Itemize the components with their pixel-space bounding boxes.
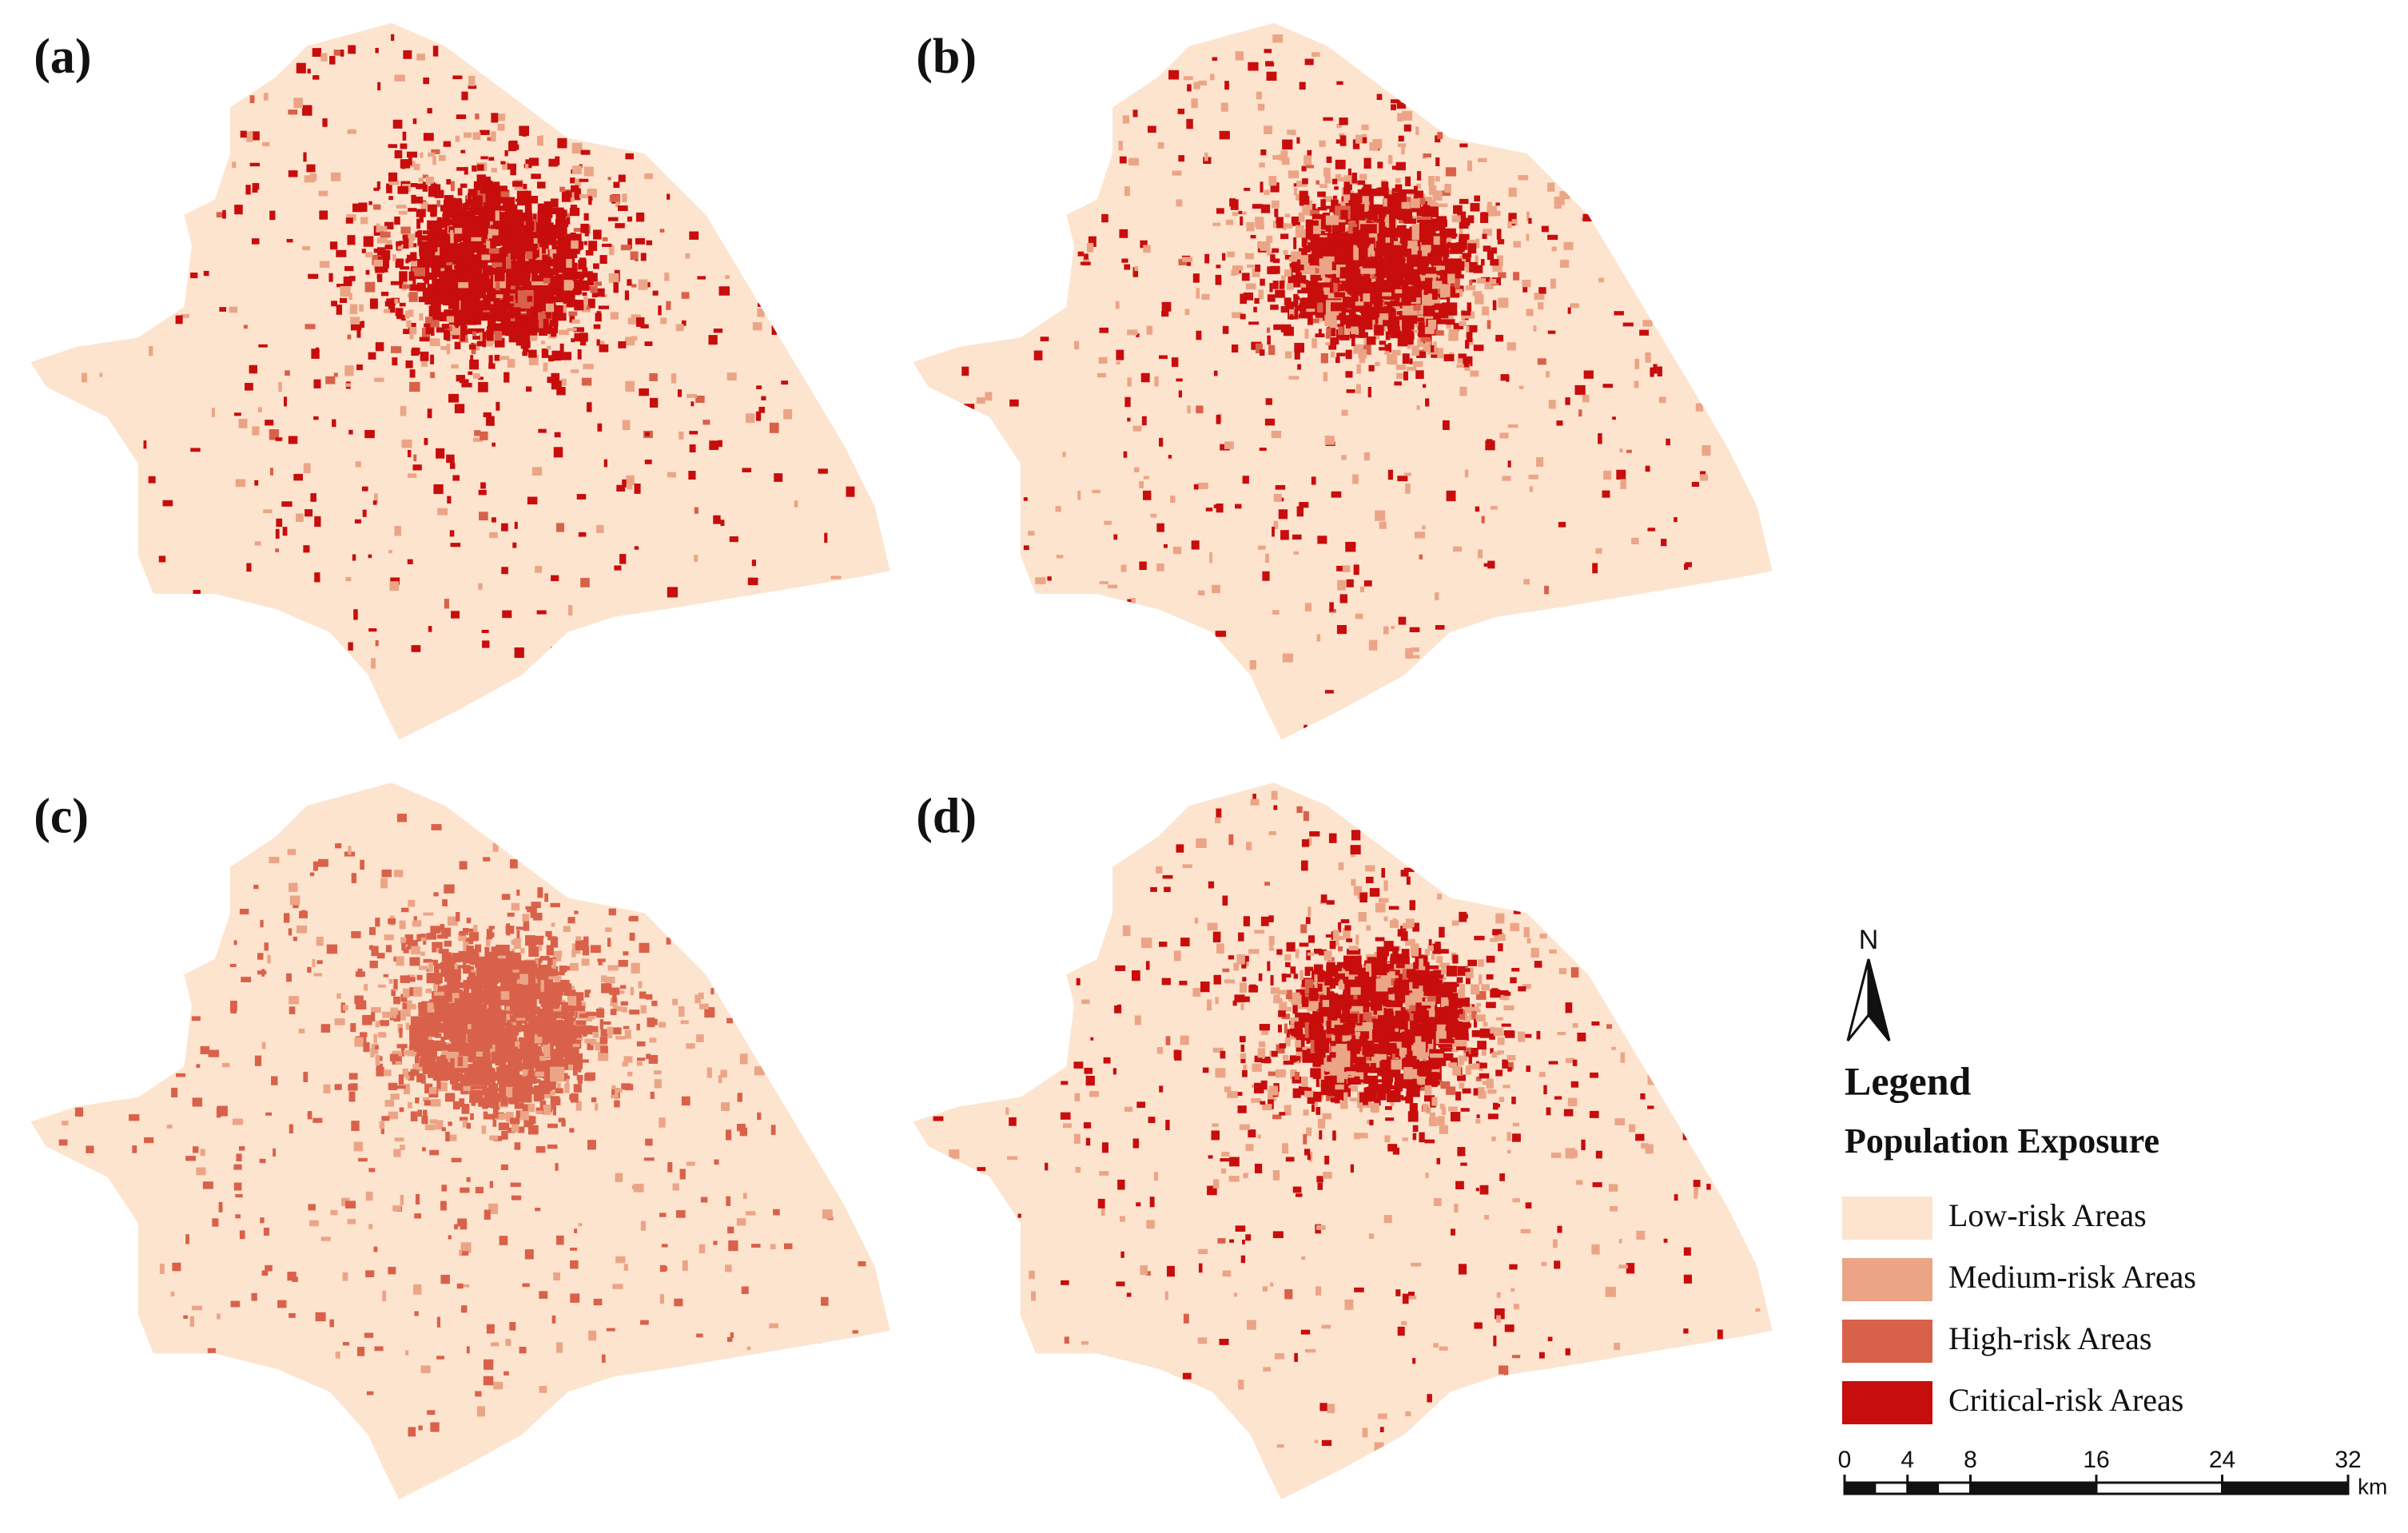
north-arrow bbox=[1846, 958, 1891, 1041]
legend-swatch bbox=[1842, 1258, 1932, 1301]
risk-patches bbox=[961, 34, 1711, 730]
map-panel bbox=[913, 782, 1773, 1499]
scale-segment bbox=[2222, 1483, 2348, 1494]
scale-tick-label: 0 bbox=[1838, 1447, 1852, 1473]
scale-unit: km bbox=[2358, 1474, 2387, 1499]
map-panel bbox=[30, 782, 890, 1499]
risk-patches bbox=[933, 790, 1761, 1452]
scale-tick-label: 24 bbox=[2209, 1447, 2235, 1473]
panel-label: (b) bbox=[916, 30, 977, 84]
region-outline bbox=[30, 782, 890, 1499]
panel-label: (d) bbox=[916, 789, 977, 843]
legend-swatch bbox=[1842, 1381, 1932, 1424]
map-panels bbox=[30, 22, 1773, 1499]
legend-swatch bbox=[1842, 1197, 1932, 1240]
legend-label: High-risk Areas bbox=[1948, 1320, 2151, 1356]
legend-label: Critical-risk Areas bbox=[1948, 1382, 2183, 1418]
region-outline bbox=[913, 782, 1773, 1499]
risk-patches bbox=[58, 813, 866, 1437]
risk-patches bbox=[81, 34, 855, 669]
scale-segment bbox=[1907, 1483, 1940, 1494]
north-label: N bbox=[1859, 925, 1879, 955]
legend: Low-risk Areas Medium-risk Areas High-risk… bbox=[1842, 1197, 2196, 1424]
legend-label: Low-risk Areas bbox=[1948, 1197, 2147, 1233]
legend-title: Legend bbox=[1845, 1058, 1972, 1103]
legend-subtitle: Population Exposure bbox=[1845, 1121, 2159, 1161]
legend-swatch bbox=[1842, 1320, 1932, 1363]
legend-label: Medium-risk Areas bbox=[1948, 1259, 2196, 1295]
scale-tick-label: 8 bbox=[1964, 1447, 1977, 1473]
scale-tick-label: 16 bbox=[2083, 1447, 2109, 1473]
panel-label: (c) bbox=[34, 789, 89, 843]
map-panel bbox=[30, 22, 890, 740]
map-panel bbox=[913, 22, 1773, 740]
scale-segment bbox=[1845, 1483, 1877, 1494]
scale-tick-label: 4 bbox=[1901, 1447, 1914, 1473]
scale-tick-label: 32 bbox=[2334, 1447, 2361, 1473]
scale-segment bbox=[1970, 1483, 2096, 1494]
panel-label: (a) bbox=[34, 30, 91, 84]
